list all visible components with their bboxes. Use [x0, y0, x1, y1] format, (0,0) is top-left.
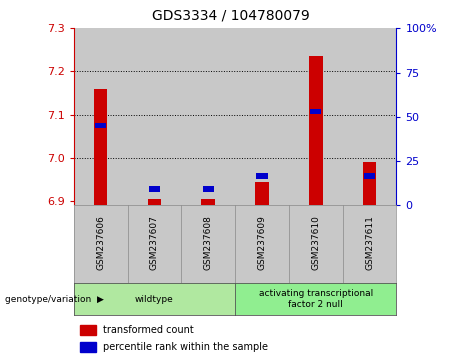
Bar	[202, 186, 214, 192]
Bar	[235, 28, 289, 205]
Bar	[80, 325, 96, 335]
Text: GSM237610: GSM237610	[311, 215, 320, 269]
Text: GSM237606: GSM237606	[96, 215, 105, 269]
Bar	[201, 199, 215, 205]
Bar	[128, 28, 181, 205]
Bar	[255, 182, 269, 205]
Bar	[149, 186, 160, 192]
Bar	[94, 89, 107, 205]
Bar	[80, 342, 96, 352]
Text: wildtype: wildtype	[135, 295, 174, 304]
Text: GSM237608: GSM237608	[204, 215, 213, 269]
Text: GSM237609: GSM237609	[258, 215, 266, 269]
Bar	[95, 123, 106, 128]
Text: activating transcriptional
factor 2 null: activating transcriptional factor 2 null	[259, 290, 373, 309]
Bar	[309, 56, 323, 205]
Text: genotype/variation  ▶: genotype/variation ▶	[5, 295, 103, 304]
Bar	[148, 199, 161, 205]
Bar	[310, 109, 321, 114]
Bar	[181, 28, 235, 205]
Bar	[363, 162, 376, 205]
Bar	[74, 28, 128, 205]
Bar	[343, 28, 396, 205]
Text: GSM237611: GSM237611	[365, 215, 374, 269]
Text: percentile rank within the sample: percentile rank within the sample	[103, 342, 268, 352]
Text: GSM237607: GSM237607	[150, 215, 159, 269]
Bar	[364, 173, 375, 178]
Bar	[289, 28, 343, 205]
Bar	[256, 173, 268, 178]
Text: transformed count: transformed count	[103, 325, 194, 335]
Text: GDS3334 / 104780079: GDS3334 / 104780079	[152, 9, 309, 23]
